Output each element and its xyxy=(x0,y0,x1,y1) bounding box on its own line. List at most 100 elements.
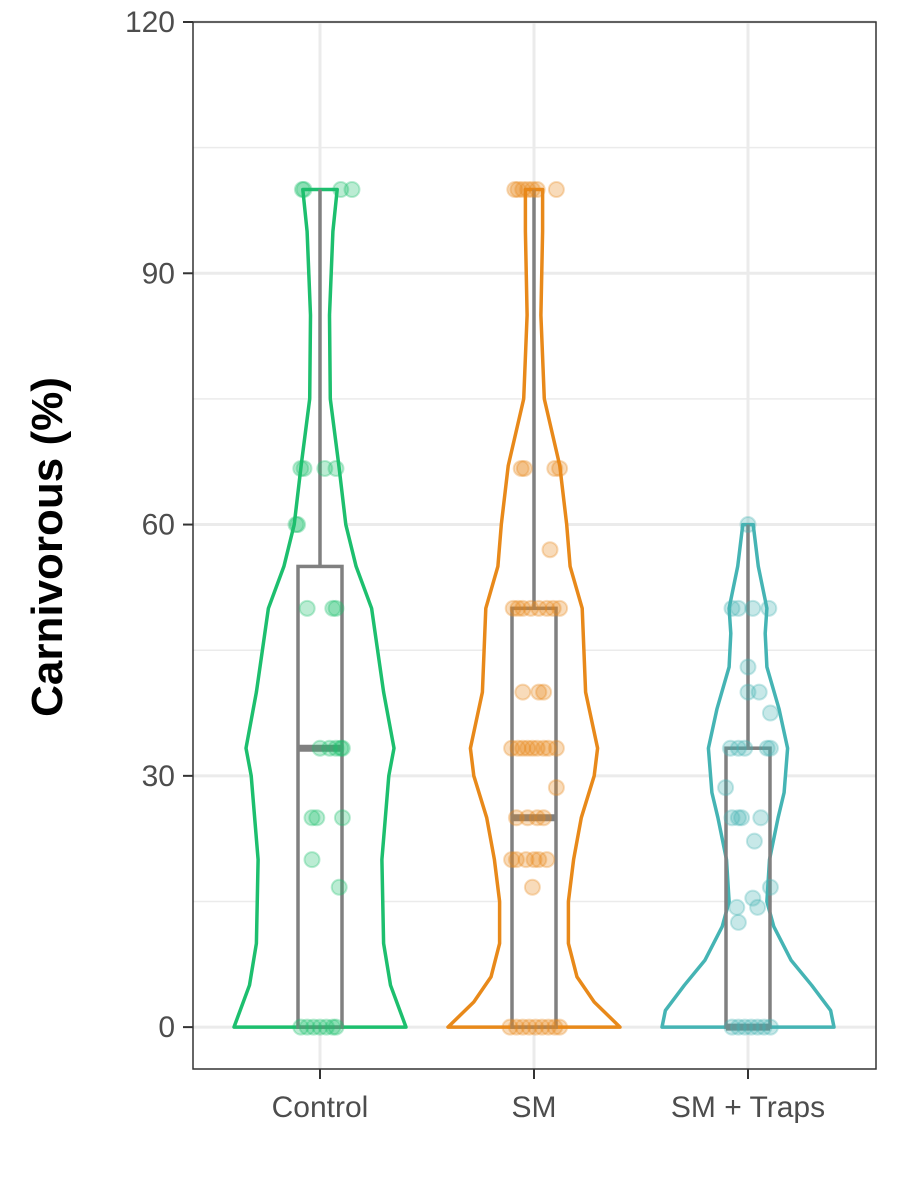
data-point xyxy=(744,889,762,907)
data-point xyxy=(507,1018,525,1036)
data-point xyxy=(523,878,541,896)
data-point xyxy=(538,851,556,869)
data-point xyxy=(539,1018,557,1036)
data-point xyxy=(723,599,741,617)
x-tick-label: SM + Traps xyxy=(671,1091,825,1124)
data-point xyxy=(533,1018,551,1036)
data-point xyxy=(501,1018,519,1036)
data-point xyxy=(752,809,770,827)
data-point xyxy=(321,739,339,757)
data-point xyxy=(324,1018,342,1036)
data-point xyxy=(745,832,763,850)
data-point xyxy=(327,1018,345,1036)
data-point xyxy=(292,1018,310,1036)
data-point xyxy=(551,599,569,617)
data-point xyxy=(530,851,548,869)
x-tick-label: SM xyxy=(512,1091,557,1124)
data-point xyxy=(523,181,541,199)
data-point xyxy=(547,779,565,797)
data-point xyxy=(750,683,768,701)
data-point xyxy=(311,1018,329,1036)
data-point xyxy=(729,1018,747,1036)
data-point xyxy=(736,1018,754,1036)
data-point xyxy=(519,809,537,827)
data-point xyxy=(530,683,548,701)
data-point xyxy=(539,739,557,757)
data-point xyxy=(525,851,543,869)
data-point xyxy=(303,851,321,869)
y-tick-label: 120 xyxy=(125,6,175,39)
data-point xyxy=(723,809,741,827)
data-point xyxy=(514,683,532,701)
boxplots xyxy=(296,189,772,1031)
data-point xyxy=(739,516,757,534)
data-point xyxy=(512,459,530,477)
data-point xyxy=(544,599,562,617)
data-point xyxy=(317,1018,335,1036)
data-point xyxy=(729,913,747,931)
data-point xyxy=(514,739,532,757)
jitter-points xyxy=(287,181,779,1036)
data-point xyxy=(528,739,546,757)
data-point xyxy=(316,459,334,477)
data-point xyxy=(333,739,351,757)
data-point xyxy=(324,599,342,617)
data-point xyxy=(551,1018,569,1036)
data-point xyxy=(522,599,540,617)
data-point xyxy=(523,739,541,757)
data-point xyxy=(506,181,524,199)
data-point xyxy=(535,739,553,757)
data-point xyxy=(303,809,321,827)
data-point xyxy=(761,739,779,757)
data-point xyxy=(503,851,521,869)
data-point xyxy=(332,739,350,757)
data-point xyxy=(729,809,747,827)
y-axis: 0 30 60 90 120 xyxy=(125,6,193,1044)
data-point xyxy=(728,898,746,916)
data-point xyxy=(749,1018,767,1036)
y-axis-title: Carnivorous (%) xyxy=(23,377,72,717)
data-point xyxy=(541,541,559,559)
data-point xyxy=(758,739,776,757)
data-point xyxy=(293,181,311,199)
data-point xyxy=(509,181,527,199)
y-tick-label: 0 xyxy=(158,1011,175,1044)
data-point xyxy=(535,683,553,701)
data-point xyxy=(761,704,779,722)
data-point xyxy=(311,739,329,757)
data-point xyxy=(332,181,350,199)
data-point xyxy=(343,181,361,199)
data-point xyxy=(504,599,522,617)
data-point xyxy=(744,599,762,617)
violin-0 xyxy=(232,187,408,1029)
data-point xyxy=(503,739,521,757)
data-point xyxy=(721,739,739,757)
data-point xyxy=(535,809,553,827)
x-axis: Control SM SM + Traps xyxy=(272,1069,825,1124)
data-point xyxy=(327,599,345,617)
data-point xyxy=(546,459,564,477)
data-point xyxy=(551,459,569,477)
data-point xyxy=(519,181,537,199)
data-point xyxy=(509,599,527,617)
data-point xyxy=(538,599,556,617)
data-point xyxy=(292,459,310,477)
data-point xyxy=(295,181,313,199)
data-point xyxy=(729,739,747,757)
data-point xyxy=(287,516,305,534)
data-point xyxy=(717,779,735,797)
data-point xyxy=(519,739,537,757)
data-point xyxy=(515,459,533,477)
data-point xyxy=(761,878,779,896)
data-point xyxy=(760,599,778,617)
data-point xyxy=(736,739,754,757)
data-point xyxy=(514,599,532,617)
data-point xyxy=(530,599,548,617)
data-point xyxy=(308,809,326,827)
box-iqr xyxy=(296,564,344,1029)
data-point xyxy=(742,1018,760,1036)
data-point xyxy=(755,1018,773,1036)
data-point xyxy=(289,516,307,534)
data-point xyxy=(761,1018,779,1036)
